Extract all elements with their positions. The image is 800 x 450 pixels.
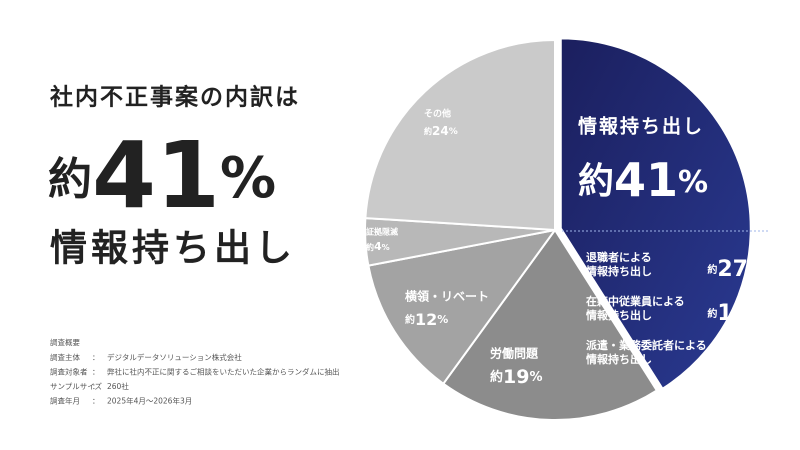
slice-category: 証拠隠滅: [366, 227, 398, 237]
notes-separator: ：: [92, 368, 100, 377]
slice-value-label: 約41%: [578, 153, 708, 207]
notes-value: デジタルデータソリューション株式会社: [107, 352, 242, 362]
title: 社内不正事案の内訳は: [50, 84, 300, 111]
notes-label: 調査対象者: [50, 367, 88, 377]
notes-label: 調査主体: [50, 352, 80, 362]
slice-category: その他: [424, 108, 451, 120]
notes-value: 260社: [107, 381, 129, 391]
pie-slice: [367, 228, 558, 386]
notes-separator: ：: [92, 397, 100, 406]
breakdown-value-label: 約1%: [723, 345, 764, 370]
slice-value-label: 約19%: [490, 365, 543, 387]
pie-slice: [441, 228, 659, 421]
pie-slice: [364, 38, 556, 232]
notes-label: サンプルサイズ: [50, 381, 103, 391]
slice-category: 情報持ち出し: [578, 115, 704, 138]
slice-value-label: 約4%: [366, 240, 390, 253]
breakdown-value-label: 約27%: [707, 257, 764, 282]
slice-value-label: 約12%: [405, 309, 448, 328]
pie: [364, 37, 752, 421]
notes-value: 2025年4月〜2026年3月: [107, 396, 192, 406]
slice-category: 労働問題: [490, 346, 539, 361]
headline-value: 約41%: [48, 122, 276, 229]
notes-label: 調査年月: [50, 396, 80, 406]
notes-title: 調査概要: [50, 337, 80, 347]
slice-value-label: 約24%: [424, 124, 458, 138]
notes-separator: ：: [92, 353, 100, 362]
notes-separator: ：: [92, 382, 100, 391]
breakdown-value-label: 約13%: [707, 301, 764, 326]
breakdown-category: 退職者による情報持ち出し: [586, 250, 652, 278]
breakdown-category: 在籍中従業員による情報持ち出し: [586, 294, 685, 322]
slice-category: 横領・リベート: [405, 289, 489, 304]
headline-category: 情報持ち出し: [50, 227, 296, 270]
breakdown-category: 派遣・業務委託者による情報持ち出し: [586, 338, 707, 366]
pie-slice: [559, 37, 752, 391]
notes-value: 弊社に社内不正に関するご相談をいただいた企業からランダムに抽出: [107, 367, 340, 377]
